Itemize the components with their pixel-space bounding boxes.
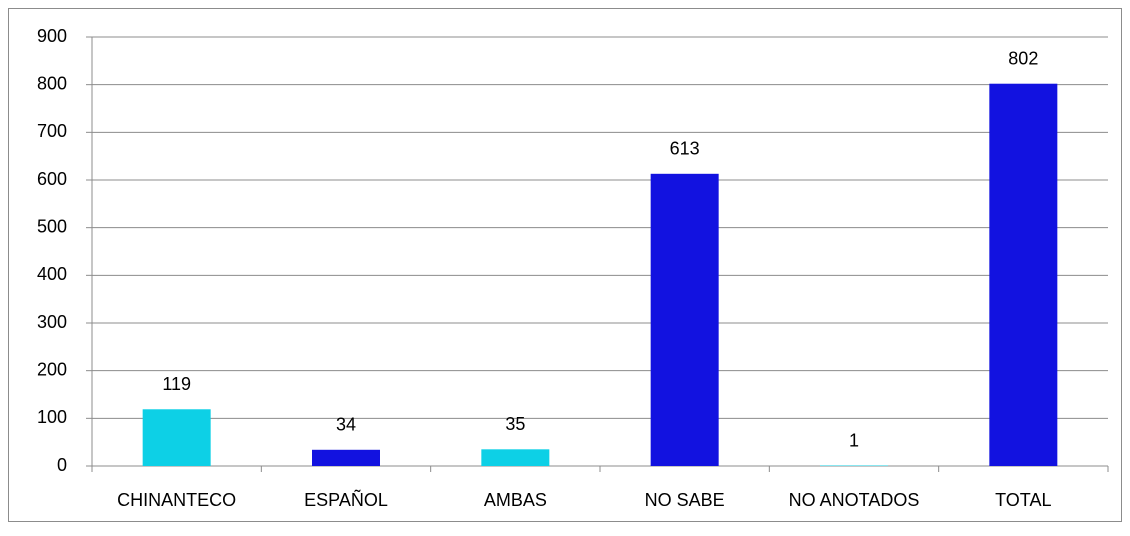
x-tick-label: NO ANOTADOS xyxy=(789,490,920,510)
data-label: 35 xyxy=(505,414,525,434)
x-tick-label: TOTAL xyxy=(995,490,1051,510)
bar xyxy=(989,84,1057,466)
x-tick-label: AMBAS xyxy=(484,490,547,510)
bar xyxy=(143,409,211,466)
bar xyxy=(481,449,549,466)
data-label: 802 xyxy=(1008,48,1038,68)
x-tick-label: NO SABE xyxy=(645,490,725,510)
bar xyxy=(312,450,380,466)
y-tick-label: 700 xyxy=(37,121,67,141)
data-label: 119 xyxy=(162,374,191,394)
y-tick-label: 300 xyxy=(37,312,67,332)
y-tick-label: 500 xyxy=(37,216,67,236)
y-tick-label: 600 xyxy=(37,169,67,189)
y-tick-label: 800 xyxy=(37,73,67,93)
y-tick-label: 0 xyxy=(57,455,67,475)
bar xyxy=(651,174,719,466)
x-tick-label: CHINANTECO xyxy=(117,490,236,510)
y-tick-label: 400 xyxy=(37,264,67,284)
data-label: 34 xyxy=(336,415,356,435)
data-label: 1 xyxy=(849,430,859,450)
y-tick-label: 900 xyxy=(37,26,67,46)
y-tick-label: 100 xyxy=(37,407,67,427)
y-tick-label: 200 xyxy=(37,359,67,379)
x-tick-label: ESPAÑOL xyxy=(304,489,388,510)
data-label: 613 xyxy=(670,139,700,159)
